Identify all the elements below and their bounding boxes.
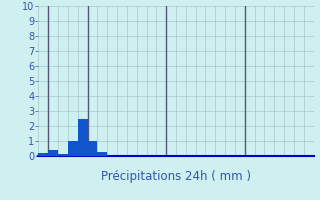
- Bar: [48, 150, 58, 156]
- Bar: [58, 154, 68, 156]
- X-axis label: Précipitations 24h ( mm ): Précipitations 24h ( mm ): [101, 170, 251, 183]
- Bar: [78, 118, 88, 156]
- Bar: [38, 153, 48, 156]
- Bar: [97, 152, 107, 156]
- Bar: [88, 141, 97, 156]
- Bar: [68, 141, 78, 156]
